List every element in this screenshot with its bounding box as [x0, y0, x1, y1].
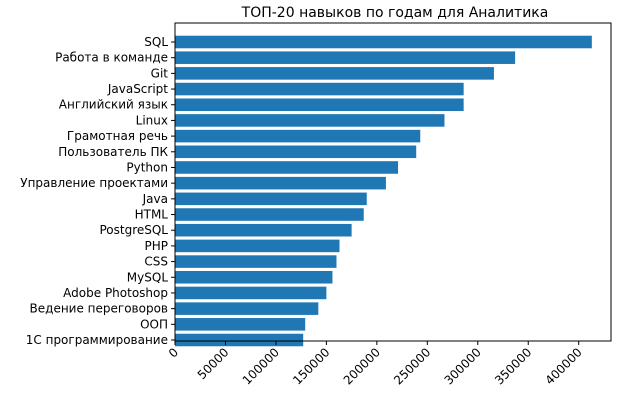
plot-frame: [174, 22, 612, 342]
x-tick-label: 400000: [543, 345, 585, 387]
y-tick-label: Python: [126, 160, 168, 174]
y-tick-label: 1С программирование: [26, 333, 168, 347]
bar: [175, 98, 464, 112]
bar: [175, 145, 417, 159]
y-tick-label: SQL: [144, 35, 168, 49]
bar: [175, 192, 367, 206]
y-tick-label: PostgreSQL: [99, 223, 168, 237]
x-tick-label: 150000: [290, 345, 332, 387]
y-tick-label: Управление проектами: [20, 176, 168, 190]
bar: [175, 302, 319, 315]
y-tick-label: Работа в команде: [55, 51, 168, 65]
y-tick-label: Английский язык: [59, 98, 168, 112]
bar: [175, 333, 304, 347]
x-tick-label: 250000: [391, 345, 433, 387]
x-tick-label: 100000: [240, 345, 282, 387]
bar: [175, 67, 494, 80]
y-tick-label: ООП: [140, 317, 168, 331]
bars-layer: [175, 35, 592, 347]
x-tick-label: 0: [166, 345, 181, 360]
bar: [175, 318, 306, 331]
bar: [175, 239, 340, 253]
bar: [175, 129, 421, 143]
y-tick-label: Adobe Photoshop: [63, 286, 168, 300]
x-tick-label: 50000: [195, 345, 232, 382]
y-tick-label: MySQL: [127, 270, 169, 284]
y-tick-label: Java: [142, 192, 168, 206]
x-tick-label: 300000: [442, 345, 484, 387]
y-tick-label: CSS: [144, 255, 168, 269]
y-tick-label: Linux: [136, 113, 168, 127]
bar: [175, 51, 516, 64]
y-tick-label: Грамотная речь: [67, 129, 168, 143]
bar: [175, 286, 327, 300]
y-tick-label: JavaScript: [107, 82, 168, 96]
x-axis-ticks: 0 50000 100000 150000 200000 250000 300000 3500…: [166, 341, 585, 388]
bar: [175, 255, 337, 268]
y-tick-label: HTML: [135, 208, 169, 222]
y-tick-label: PHP: [145, 239, 169, 253]
bar: [175, 114, 445, 127]
x-tick-label: 200000: [341, 345, 383, 387]
bar: [175, 176, 386, 190]
x-tick-label: 350000: [492, 345, 534, 387]
y-tick-label: Ведение переговоров: [30, 302, 168, 316]
bar: [175, 208, 364, 221]
y-tick-label: Пользователь ПК: [58, 145, 168, 159]
bar: [175, 35, 592, 49]
bar: [175, 270, 333, 284]
chart-title: ТОП-20 навыков по годам для Аналитика: [241, 5, 549, 21]
bar: [175, 223, 352, 237]
bar: [175, 82, 464, 96]
y-tick-label: Git: [151, 66, 169, 80]
bar: [175, 161, 399, 174]
